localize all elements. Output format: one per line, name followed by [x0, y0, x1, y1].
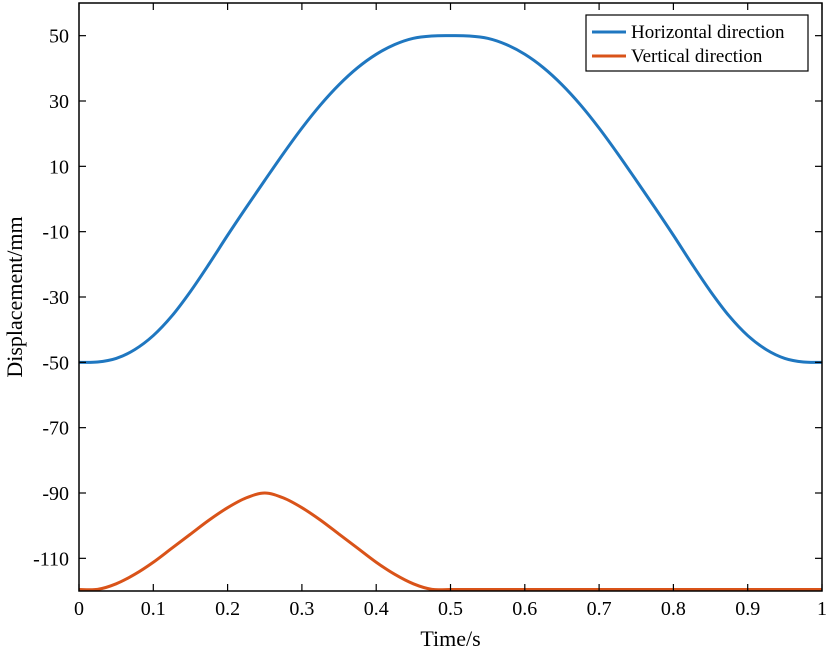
y-tick-label: 50 [49, 26, 69, 48]
x-tick-label: 0.7 [587, 598, 612, 620]
legend: Horizontal direction Vertical direction [585, 14, 809, 72]
x-tick-label: 0.5 [438, 598, 463, 620]
series-line-1 [78, 34, 823, 364]
y-tick-label: 30 [49, 91, 69, 113]
x-tick-label: 0.8 [661, 598, 686, 620]
axes: 0 0.1 0.2 0.3 0.4 0.5 0.6 0.7 0.8 0.9 1 50 30 10 -10 -3… [33, 2, 827, 620]
y-tick-label: -110 [33, 548, 69, 570]
y-tick-label: -70 [42, 418, 69, 440]
y-axis-title: Displacement/mm [2, 216, 27, 377]
y-tick-label: -90 [42, 483, 69, 505]
x-tick-label: 0.6 [512, 598, 537, 620]
y-tick-label: -10 [42, 222, 69, 244]
y-tick-label: -30 [42, 287, 69, 309]
x-tick-label: 0.3 [289, 598, 314, 620]
x-tick-label: 0.9 [735, 598, 760, 620]
series-line-2 [78, 491, 822, 592]
x-tick-label: 0.1 [141, 598, 166, 620]
plot-area [78, 34, 823, 592]
x-tick-label: 0.4 [364, 598, 389, 620]
y-tick-label: 10 [49, 156, 69, 178]
y-tick-label: -50 [42, 352, 69, 374]
legend-label-1: Horizontal direction [631, 22, 785, 43]
x-axis-title: Time/s [420, 626, 480, 651]
legend-box [585, 14, 809, 72]
x-tick-label: 1 [817, 598, 827, 620]
legend-label-2: Vertical direction [631, 46, 763, 67]
x-tick-label: 0 [74, 598, 84, 620]
axes-box [78, 2, 823, 592]
x-tick-label: 0.2 [215, 598, 240, 620]
